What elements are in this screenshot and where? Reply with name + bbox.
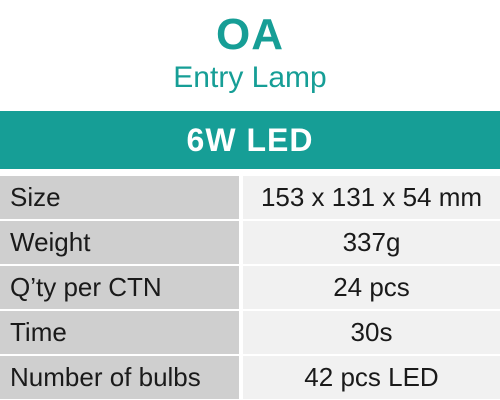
spec-value: 337g (243, 221, 500, 264)
spec-label: Time (0, 311, 239, 354)
spec-row-time: Time 30s (0, 311, 500, 354)
product-title: OA (216, 10, 284, 59)
spec-label: Q’ty per CTN (0, 266, 239, 309)
spec-row-quantity-per-carton: Q’ty per CTN 24 pcs (0, 266, 500, 309)
product-subtitle: Entry Lamp (173, 61, 327, 94)
spec-value: 30s (243, 311, 500, 354)
wattage-banner: 6W LED (0, 111, 500, 169)
spec-row-weight: Weight 337g (0, 221, 500, 264)
spec-row-number-of-bulbs: Number of bulbs 42 pcs LED (0, 356, 500, 399)
spec-value: 42 pcs LED (243, 356, 500, 399)
spec-label: Size (0, 176, 239, 219)
spec-label: Weight (0, 221, 239, 264)
spec-value: 24 pcs (243, 266, 500, 309)
spec-label: Number of bulbs (0, 356, 239, 399)
spec-table: Size 153 x 131 x 54 mm Weight 337g Q’ty … (0, 171, 500, 400)
product-header: OA Entry Lamp (0, 0, 500, 108)
spec-value: 153 x 131 x 54 mm (243, 176, 500, 219)
spec-row-size: Size 153 x 131 x 54 mm (0, 176, 500, 219)
